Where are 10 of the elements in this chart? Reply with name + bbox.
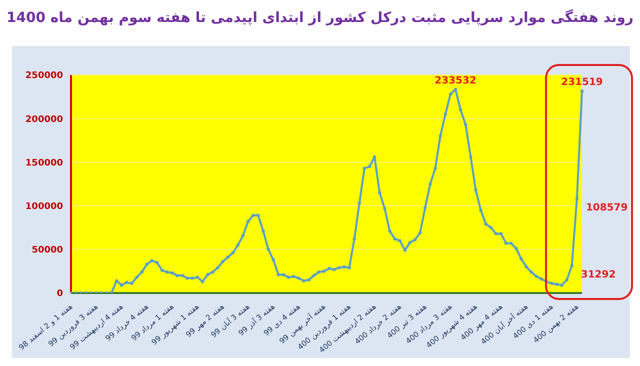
data-label: 108579 bbox=[586, 202, 628, 214]
data-label: 233532 bbox=[434, 75, 476, 86]
y-tick-label: 150000 bbox=[25, 158, 63, 168]
chart-title: روند هفتگی موارد سرپایی مثبت درکل کشور از ابتدای اپیدمی تا هفته سوم بهمن ماه 1400 bbox=[6, 10, 634, 26]
y-tick-label: 0 bbox=[56, 289, 63, 300]
y-tick-label: 250000 bbox=[25, 71, 63, 82]
y-tick-label: 50000 bbox=[32, 246, 63, 256]
data-label: 231519 bbox=[561, 77, 603, 88]
y-tick-label: 100000 bbox=[25, 202, 63, 212]
y-tick-label: 200000 bbox=[25, 114, 63, 125]
